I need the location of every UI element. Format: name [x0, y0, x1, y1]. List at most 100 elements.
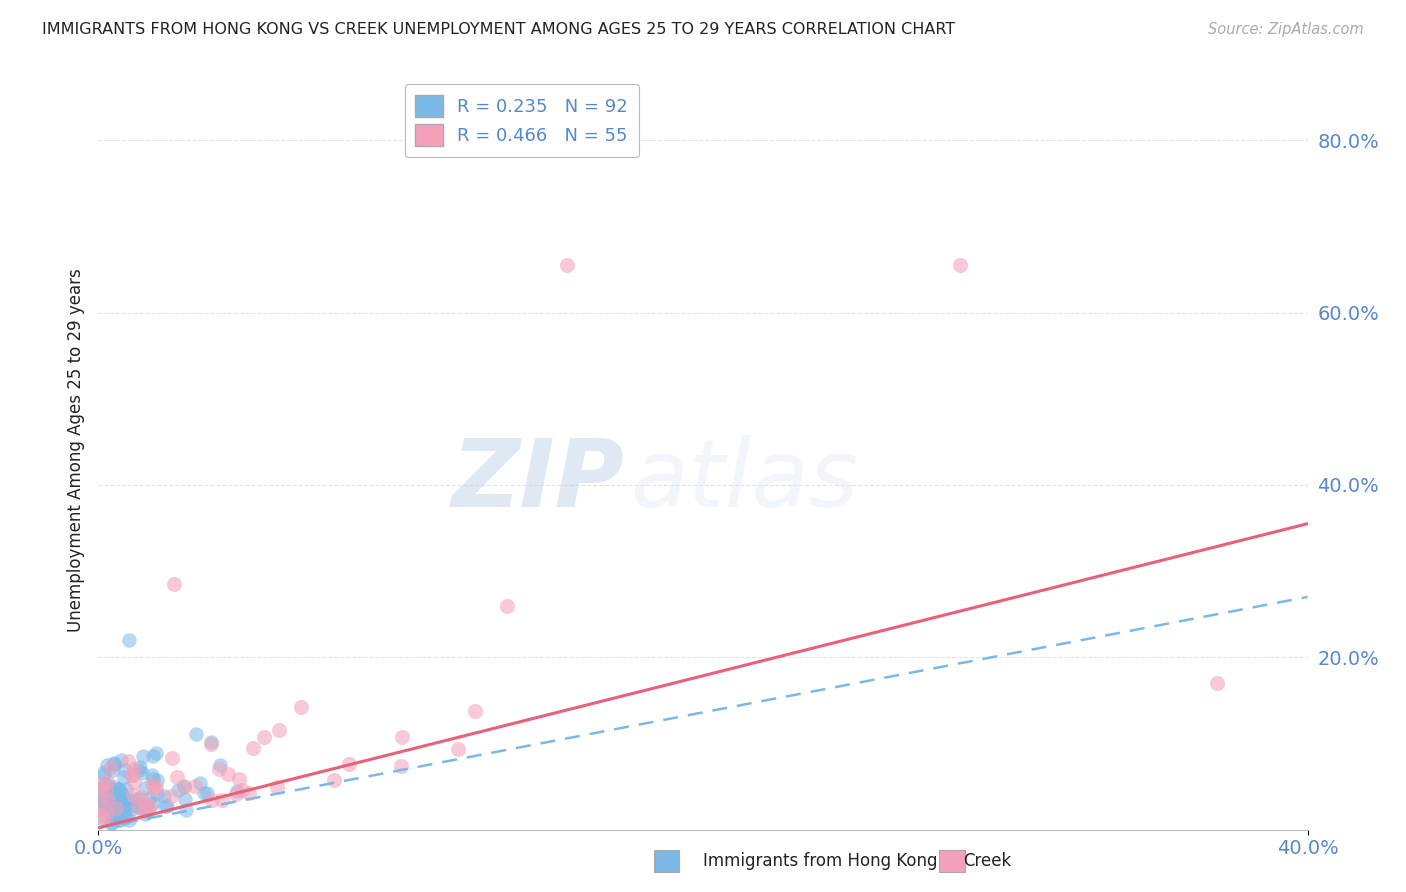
Point: [228, 772, 250, 786]
Point: [117, 755, 139, 769]
Point: [90, 797, 112, 812]
Point: [174, 803, 197, 817]
Point: [114, 763, 136, 777]
Point: [121, 768, 143, 782]
Point: [129, 789, 152, 804]
Point: [101, 763, 124, 777]
Point: [141, 768, 163, 782]
Point: [122, 762, 145, 776]
Point: [107, 782, 129, 797]
Point: [122, 775, 145, 789]
Point: [101, 810, 124, 824]
Point: [134, 807, 156, 822]
Point: [195, 787, 218, 801]
Point: [145, 746, 167, 760]
Point: [131, 766, 153, 780]
Point: [201, 793, 224, 807]
Point: [90, 777, 112, 791]
Y-axis label: Unemployment Among Ages 25 to 29 years: Unemployment Among Ages 25 to 29 years: [66, 268, 84, 632]
Point: [225, 784, 247, 798]
Point: [94, 783, 117, 797]
Point: [97, 778, 120, 792]
Point: [143, 781, 166, 796]
Point: [91, 810, 114, 824]
Point: [207, 762, 229, 776]
Legend: R = 0.235   N = 92, R = 0.466   N = 55: R = 0.235 N = 92, R = 0.466 N = 55: [405, 84, 638, 157]
Point: [93, 768, 115, 782]
Point: [127, 799, 149, 814]
Point: [90, 780, 112, 795]
Point: [93, 780, 115, 794]
Point: [115, 782, 138, 797]
Point: [104, 787, 127, 801]
Point: [142, 772, 165, 786]
Point: [166, 783, 188, 797]
Point: [114, 797, 136, 812]
Point: [238, 787, 260, 801]
Point: [153, 789, 176, 804]
Point: [129, 799, 152, 814]
Point: [104, 797, 127, 811]
Point: [118, 633, 141, 648]
Point: [100, 790, 122, 805]
Point: [91, 808, 114, 822]
Point: [110, 809, 132, 823]
Point: [337, 757, 360, 772]
Point: [447, 741, 470, 756]
Point: [211, 792, 233, 806]
Point: [97, 793, 120, 807]
Point: [208, 758, 231, 772]
Point: [949, 258, 972, 272]
Point: [322, 772, 344, 787]
Point: [127, 799, 149, 814]
Point: [110, 793, 132, 807]
Point: [110, 753, 132, 767]
Point: [132, 748, 155, 763]
Point: [225, 787, 247, 801]
Point: [97, 787, 120, 801]
Point: [217, 766, 239, 780]
Point: [100, 816, 122, 830]
Point: [193, 785, 215, 799]
Point: [231, 783, 253, 797]
Point: [290, 699, 312, 714]
Point: [107, 813, 129, 827]
Point: [128, 759, 150, 773]
Point: [162, 751, 184, 765]
Point: [108, 783, 131, 797]
Point: [96, 807, 118, 822]
Point: [136, 805, 159, 819]
Point: [94, 776, 117, 790]
Point: [188, 776, 211, 790]
Point: [242, 741, 264, 756]
Text: IMMIGRANTS FROM HONG KONG VS CREEK UNEMPLOYMENT AMONG AGES 25 TO 29 YEARS CORREL: IMMIGRANTS FROM HONG KONG VS CREEK UNEMP…: [42, 22, 956, 37]
Point: [110, 787, 132, 801]
Point: [166, 770, 188, 784]
Point: [118, 813, 141, 827]
Point: [1206, 676, 1229, 690]
Point: [173, 779, 195, 793]
Point: [100, 760, 122, 774]
Point: [184, 726, 207, 740]
Point: [90, 797, 112, 811]
Text: Creek: Creek: [963, 852, 1011, 870]
Point: [555, 258, 578, 272]
Point: [155, 799, 177, 814]
Point: [134, 780, 156, 795]
Point: [94, 800, 117, 814]
Point: [139, 799, 162, 814]
Point: [253, 730, 276, 744]
Point: [200, 737, 222, 751]
Point: [104, 805, 127, 820]
Point: [101, 799, 124, 814]
Point: [464, 705, 486, 719]
Point: [174, 792, 197, 806]
Point: [104, 780, 127, 794]
Point: [389, 759, 412, 773]
Point: [90, 782, 112, 797]
Point: [128, 792, 150, 806]
Point: [173, 780, 195, 794]
Point: [183, 779, 205, 793]
Point: [121, 788, 143, 802]
Point: [124, 792, 146, 806]
